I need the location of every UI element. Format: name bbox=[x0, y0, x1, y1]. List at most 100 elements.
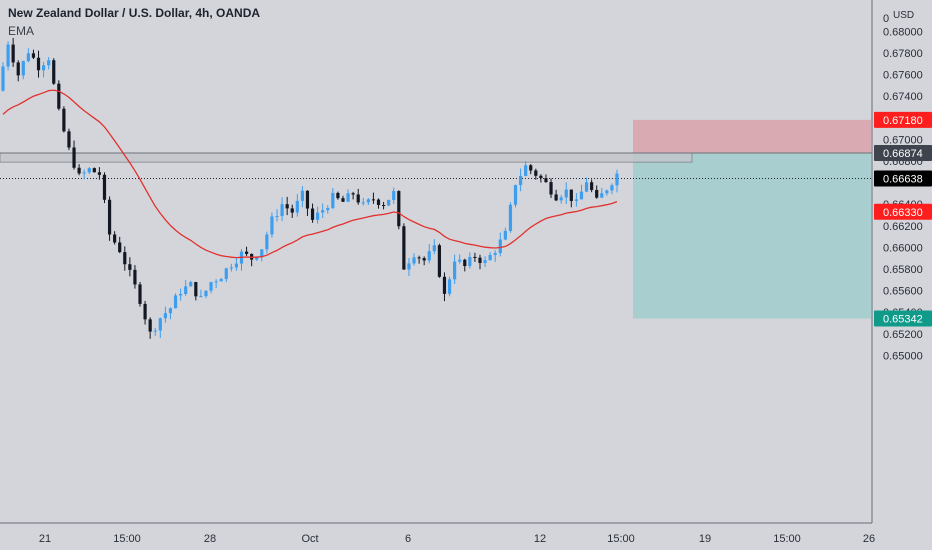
candle[interactable] bbox=[260, 249, 264, 257]
candle[interactable] bbox=[595, 189, 599, 198]
resistance-band[interactable] bbox=[0, 152, 693, 163]
candle[interactable] bbox=[316, 212, 320, 220]
candle[interactable] bbox=[310, 208, 315, 220]
candle[interactable] bbox=[133, 269, 137, 285]
candle[interactable] bbox=[36, 57, 41, 71]
candle[interactable] bbox=[62, 108, 66, 132]
candle[interactable] bbox=[437, 245, 441, 277]
candle[interactable] bbox=[47, 60, 51, 66]
candle[interactable] bbox=[331, 192, 335, 209]
candle[interactable] bbox=[153, 330, 157, 332]
candle[interactable] bbox=[102, 174, 107, 200]
candle[interactable] bbox=[280, 204, 284, 216]
candle[interactable] bbox=[447, 279, 452, 294]
candle[interactable] bbox=[351, 193, 355, 195]
candle[interactable] bbox=[579, 191, 584, 200]
candle[interactable] bbox=[493, 253, 497, 255]
candle[interactable] bbox=[371, 199, 376, 201]
candle[interactable] bbox=[615, 173, 619, 186]
candle[interactable] bbox=[300, 190, 304, 201]
candle[interactable] bbox=[584, 182, 589, 192]
candle[interactable] bbox=[219, 279, 223, 282]
candle[interactable] bbox=[468, 256, 472, 267]
candle[interactable] bbox=[524, 165, 528, 176]
candle[interactable] bbox=[554, 194, 558, 201]
candle[interactable] bbox=[77, 167, 81, 174]
candle[interactable] bbox=[285, 204, 289, 209]
candle[interactable] bbox=[199, 296, 203, 298]
candle[interactable] bbox=[402, 226, 406, 270]
candle[interactable] bbox=[57, 83, 61, 109]
candle[interactable] bbox=[392, 191, 396, 200]
candle[interactable] bbox=[52, 60, 56, 84]
candle[interactable] bbox=[453, 261, 457, 280]
take-profit-zone[interactable] bbox=[633, 152, 871, 319]
candle[interactable] bbox=[16, 62, 20, 76]
candle[interactable] bbox=[442, 276, 447, 294]
ema-line[interactable] bbox=[2, 89, 618, 259]
candle[interactable] bbox=[97, 172, 102, 175]
candle[interactable] bbox=[148, 319, 152, 332]
candle[interactable] bbox=[163, 313, 167, 319]
candle[interactable] bbox=[113, 234, 117, 243]
candle[interactable] bbox=[356, 194, 360, 203]
time-axis[interactable]: 21 15:00 28 Oct 6 12 15:00 19 15:00 26 bbox=[39, 533, 875, 545]
candle[interactable] bbox=[544, 178, 548, 183]
candle[interactable] bbox=[488, 254, 492, 261]
candle[interactable] bbox=[168, 308, 173, 314]
candle[interactable] bbox=[290, 208, 294, 213]
candle[interactable] bbox=[107, 199, 112, 235]
candle[interactable] bbox=[321, 210, 325, 213]
candle[interactable] bbox=[11, 44, 15, 63]
candle[interactable] bbox=[529, 165, 533, 171]
candle[interactable] bbox=[503, 230, 507, 240]
candle[interactable] bbox=[72, 147, 76, 168]
candle[interactable] bbox=[412, 257, 416, 264]
candle[interactable] bbox=[275, 215, 279, 217]
candle[interactable] bbox=[463, 259, 467, 267]
candle[interactable] bbox=[513, 185, 518, 205]
candle[interactable] bbox=[234, 263, 239, 268]
candle[interactable] bbox=[194, 282, 198, 297]
candle[interactable] bbox=[559, 197, 563, 201]
candle[interactable] bbox=[138, 284, 142, 304]
candle[interactable] bbox=[87, 168, 91, 173]
candle[interactable] bbox=[82, 172, 86, 174]
candle[interactable] bbox=[244, 251, 249, 254]
candle[interactable] bbox=[326, 208, 330, 211]
candle[interactable] bbox=[21, 61, 25, 76]
candle[interactable] bbox=[1, 66, 5, 91]
candle[interactable] bbox=[417, 257, 421, 259]
candle[interactable] bbox=[229, 267, 233, 269]
candle[interactable] bbox=[432, 245, 436, 252]
candle[interactable] bbox=[265, 234, 269, 250]
candle[interactable] bbox=[564, 189, 568, 198]
candle[interactable] bbox=[224, 268, 228, 280]
price-axis[interactable]: 0.680000.678000.676000.674000.672000.670… bbox=[883, 13, 923, 362]
candle[interactable] bbox=[366, 199, 370, 203]
candle[interactable] bbox=[67, 131, 71, 148]
candle[interactable] bbox=[397, 191, 401, 227]
candle[interactable] bbox=[128, 264, 132, 270]
candle[interactable] bbox=[118, 242, 122, 253]
candle[interactable] bbox=[483, 260, 487, 263]
candle[interactable] bbox=[209, 282, 213, 291]
candle[interactable] bbox=[41, 65, 46, 71]
candle[interactable] bbox=[204, 290, 208, 297]
candle[interactable] bbox=[173, 295, 178, 309]
candle[interactable] bbox=[341, 198, 345, 202]
candle[interactable] bbox=[184, 286, 188, 294]
candle[interactable] bbox=[458, 259, 462, 262]
candle[interactable] bbox=[610, 185, 614, 191]
candle[interactable] bbox=[569, 189, 573, 201]
candle[interactable] bbox=[498, 239, 502, 254]
candle[interactable] bbox=[179, 293, 183, 296]
candle[interactable] bbox=[407, 263, 411, 270]
candle[interactable] bbox=[422, 258, 426, 261]
candle[interactable] bbox=[534, 170, 538, 176]
candle[interactable] bbox=[427, 251, 431, 261]
candle[interactable] bbox=[600, 193, 604, 198]
candle[interactable] bbox=[123, 252, 127, 265]
